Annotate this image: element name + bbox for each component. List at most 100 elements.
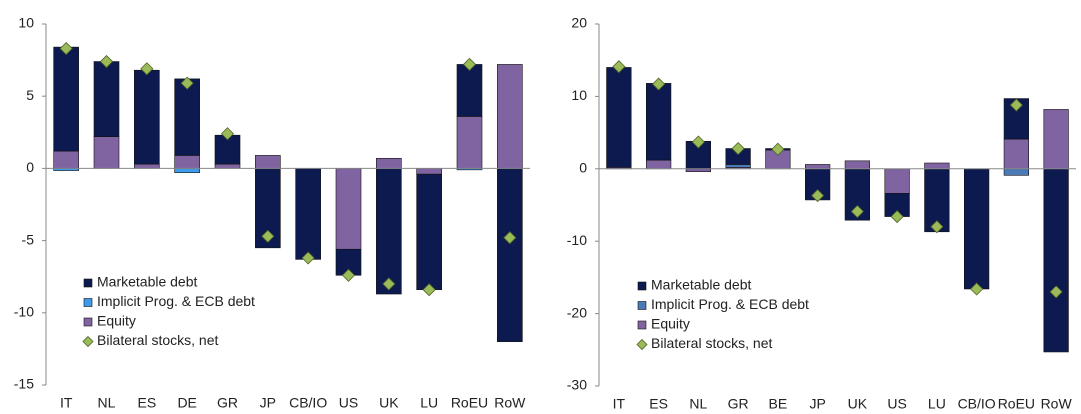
y-tick-label: -20 xyxy=(567,304,587,320)
x-tick-label: ES xyxy=(649,396,668,412)
y-tick-label: -30 xyxy=(567,377,587,393)
x-tick-label: CB/IO xyxy=(958,396,996,412)
bar-segment xyxy=(93,136,120,169)
net-marker xyxy=(1049,285,1063,299)
bar-segment xyxy=(844,160,870,170)
bar-segment xyxy=(1003,138,1029,170)
net-marker xyxy=(301,251,315,265)
bar-segment xyxy=(174,155,200,169)
y-tick-label: 0 xyxy=(26,159,34,175)
bar-segment xyxy=(497,168,523,342)
x-tick-label: RoW xyxy=(1041,396,1073,412)
bar-segment xyxy=(53,46,79,152)
bar-segment xyxy=(456,116,483,169)
legend-label: Implicit Prog. & ECB debt xyxy=(651,296,809,312)
net-marker xyxy=(99,54,114,69)
bar-segment xyxy=(376,157,402,169)
x-tick-label: BE xyxy=(769,396,788,412)
x-tick-label: RoW xyxy=(494,395,526,411)
bar-segment xyxy=(964,168,990,290)
x-tick-label: IT xyxy=(60,395,73,411)
bar-segment xyxy=(497,64,523,169)
bar-segment xyxy=(134,163,160,169)
net-marker xyxy=(59,41,73,56)
net-marker xyxy=(612,60,626,74)
net-marker xyxy=(382,277,396,291)
x-tick-label: UK xyxy=(848,396,868,412)
net-marker xyxy=(261,229,275,243)
legend-label: Marketable debt xyxy=(97,274,198,290)
bar-segment xyxy=(255,155,281,169)
net-marker xyxy=(220,127,235,141)
net-marker xyxy=(811,189,825,203)
y-tick-label: 10 xyxy=(571,87,587,103)
x-tick-label: LU xyxy=(420,395,438,411)
bar-segment xyxy=(295,168,321,260)
legend-marker xyxy=(636,338,648,351)
x-tick-label: JP xyxy=(260,395,276,411)
net-marker xyxy=(930,220,944,234)
net-marker xyxy=(771,142,785,156)
x-tick-label: LU xyxy=(928,396,946,412)
y-tick-label: 10 xyxy=(18,15,34,31)
net-marker xyxy=(1009,98,1023,112)
bar-segment xyxy=(134,69,160,165)
bar-segment xyxy=(924,162,950,170)
legend-marker xyxy=(82,335,94,348)
x-tick-label: DE xyxy=(177,395,196,411)
x-tick-label: CB/IO xyxy=(289,395,327,411)
y-tick-label: 0 xyxy=(579,160,587,176)
net-marker xyxy=(652,77,666,91)
legend-label: Bilateral stocks, net xyxy=(97,332,218,348)
y-tick-label: -5 xyxy=(22,231,35,247)
x-tick-label: NL xyxy=(689,396,707,412)
y-tick-label: -15 xyxy=(14,376,34,392)
bar-segment xyxy=(93,61,120,137)
x-tick-label: RoEU xyxy=(998,396,1035,412)
net-marker xyxy=(462,57,477,71)
bar-segment xyxy=(214,163,241,169)
x-tick-label: US xyxy=(887,396,906,412)
y-tick-label: 20 xyxy=(571,15,587,31)
legend-swatch xyxy=(637,301,647,310)
bar-segment xyxy=(53,150,79,169)
net-marker xyxy=(691,135,705,149)
y-tick-label: -10 xyxy=(567,232,587,248)
bar-segment xyxy=(884,168,910,194)
net-marker xyxy=(850,204,864,219)
x-tick-label: NL xyxy=(98,395,116,411)
legend-label: Implicit Prog. & ECB debt xyxy=(97,293,255,309)
bar-segment xyxy=(606,67,632,168)
net-marker xyxy=(890,210,904,224)
legend-label: Marketable debt xyxy=(651,277,752,293)
legend-swatch xyxy=(83,317,93,327)
x-tick-label: ES xyxy=(137,395,156,411)
bar-segment xyxy=(725,164,751,168)
x-tick-label: GR xyxy=(728,396,749,412)
bar-segment xyxy=(1043,109,1069,170)
bar-segment xyxy=(416,173,442,290)
legend-label: Equity xyxy=(651,316,690,332)
bar-segment xyxy=(376,168,402,295)
x-tick-label: US xyxy=(339,395,358,411)
bar-segment xyxy=(646,83,672,161)
net-marker xyxy=(180,76,194,90)
legend-swatch xyxy=(637,281,647,291)
bar-segment xyxy=(416,168,442,175)
y-tick-label: -10 xyxy=(14,304,34,320)
legend-label: Bilateral stocks, net xyxy=(651,335,772,351)
bar-segment xyxy=(805,164,831,170)
net-marker xyxy=(422,283,436,297)
net-marker xyxy=(140,62,154,76)
bar-segment xyxy=(646,159,672,170)
net-marker xyxy=(970,282,984,296)
net-marker xyxy=(341,268,356,282)
legend-swatch xyxy=(637,320,647,330)
x-tick-label: UK xyxy=(379,395,399,411)
bar-segment xyxy=(1043,168,1069,353)
bar-segment xyxy=(174,78,200,156)
net-marker xyxy=(503,231,517,245)
legend-swatch xyxy=(83,298,93,307)
net-marker xyxy=(731,141,745,156)
